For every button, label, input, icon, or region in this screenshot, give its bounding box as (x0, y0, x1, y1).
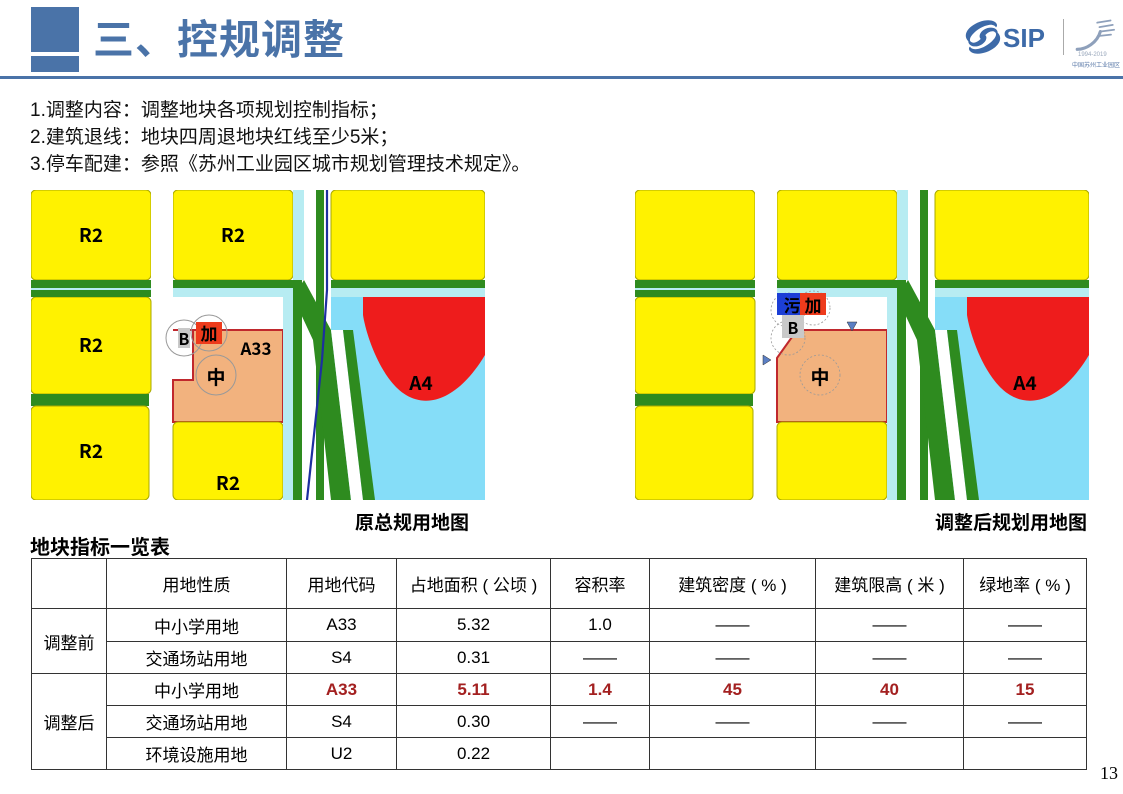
svg-text:R2: R2 (221, 221, 245, 248)
svg-text:R2: R2 (79, 221, 103, 248)
svg-text:污: 污 (784, 292, 801, 317)
svg-text:加: 加 (805, 292, 822, 317)
svg-text:中: 中 (206, 363, 225, 390)
svg-text:B: B (179, 326, 190, 350)
svg-text:R2: R2 (216, 469, 240, 496)
svg-text:R2: R2 (79, 331, 103, 358)
svg-text:加: 加 (201, 320, 218, 345)
svg-text:A33: A33 (240, 335, 272, 360)
svg-text:B: B (788, 315, 799, 339)
svg-text:A4: A4 (408, 369, 432, 396)
svg-text:A4: A4 (1012, 369, 1036, 396)
svg-text:R2: R2 (79, 437, 103, 464)
svg-text:中: 中 (810, 363, 829, 390)
